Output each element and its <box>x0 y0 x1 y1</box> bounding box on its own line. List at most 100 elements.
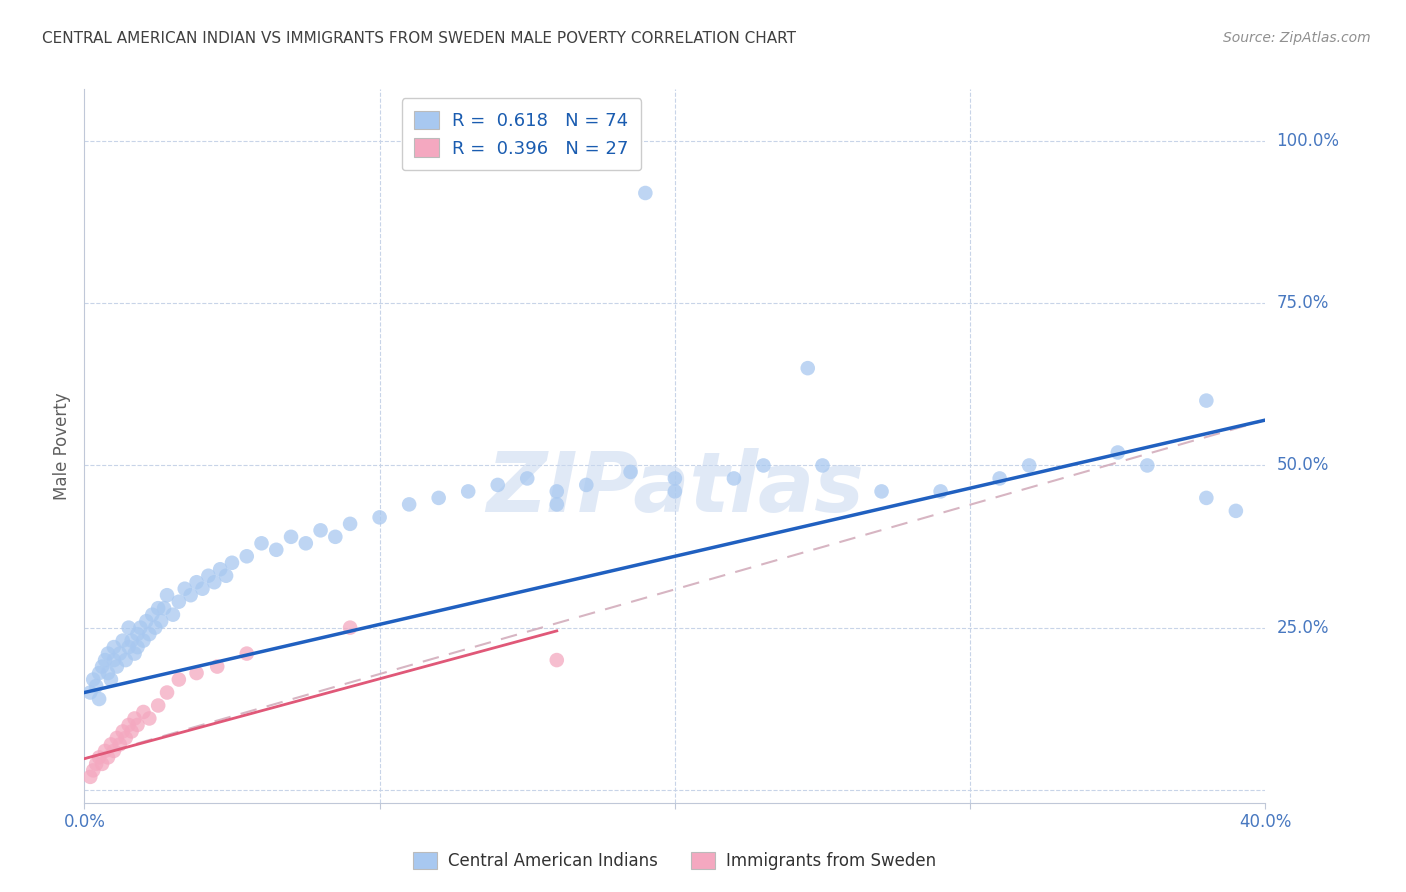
Point <box>167 673 190 687</box>
Point <box>664 471 686 485</box>
Point <box>167 595 190 609</box>
Point <box>148 698 170 713</box>
Point <box>235 549 259 564</box>
Point <box>132 633 155 648</box>
Point <box>94 653 117 667</box>
Point <box>121 724 143 739</box>
Point <box>309 524 332 538</box>
Point <box>264 542 288 557</box>
Point <box>186 666 208 681</box>
Point <box>368 510 391 524</box>
Point <box>1195 393 1218 408</box>
Point <box>100 673 122 687</box>
Point <box>221 556 243 570</box>
Text: 75.0%: 75.0% <box>1277 294 1329 312</box>
Point <box>138 711 160 725</box>
Point <box>87 750 111 764</box>
Point <box>339 621 361 635</box>
Point <box>280 530 302 544</box>
Point <box>546 497 568 511</box>
Legend: Central American Indians, Immigrants from Sweden: Central American Indians, Immigrants fro… <box>406 845 943 877</box>
Text: 25.0%: 25.0% <box>1277 619 1329 637</box>
Point <box>127 718 149 732</box>
Point <box>796 361 818 376</box>
Point <box>91 659 114 673</box>
Point <box>138 627 160 641</box>
Point <box>111 724 134 739</box>
Point <box>486 478 509 492</box>
Point <box>811 458 834 473</box>
Point <box>197 568 219 582</box>
Point <box>191 582 214 596</box>
Point <box>250 536 273 550</box>
Point <box>202 575 225 590</box>
Point <box>111 633 134 648</box>
Point <box>723 471 745 485</box>
Point <box>91 756 114 771</box>
Point <box>87 692 111 706</box>
Point <box>103 640 125 654</box>
Point <box>156 588 179 602</box>
Point <box>516 471 538 485</box>
Point <box>1195 491 1218 505</box>
Text: 100.0%: 100.0% <box>1277 132 1340 150</box>
Point <box>575 478 598 492</box>
Point <box>94 744 117 758</box>
Point <box>427 491 450 505</box>
Point <box>79 770 101 784</box>
Point <box>129 621 152 635</box>
Point <box>132 705 155 719</box>
Point <box>114 731 136 745</box>
Point <box>118 718 141 732</box>
Point <box>457 484 479 499</box>
Point <box>870 484 893 499</box>
Point <box>118 621 141 635</box>
Point <box>84 679 107 693</box>
Point <box>205 659 228 673</box>
Point <box>634 186 657 200</box>
Point <box>295 536 318 550</box>
Text: ZIPatlas: ZIPatlas <box>486 449 863 529</box>
Point <box>118 640 141 654</box>
Point <box>929 484 952 499</box>
Point <box>546 484 568 499</box>
Text: CENTRAL AMERICAN INDIAN VS IMMIGRANTS FROM SWEDEN MALE POVERTY CORRELATION CHART: CENTRAL AMERICAN INDIAN VS IMMIGRANTS FR… <box>42 31 796 46</box>
Point <box>664 484 686 499</box>
Point <box>1107 445 1129 459</box>
Point <box>1136 458 1159 473</box>
Point <box>546 653 568 667</box>
Point <box>103 653 125 667</box>
Point <box>619 465 641 479</box>
Point <box>103 744 125 758</box>
Y-axis label: Male Poverty: Male Poverty <box>53 392 72 500</box>
Point <box>150 614 173 628</box>
Point <box>135 614 157 628</box>
Point <box>143 621 166 635</box>
Point <box>105 731 128 745</box>
Point <box>173 582 195 596</box>
Point <box>114 653 136 667</box>
Point <box>100 738 122 752</box>
Point <box>988 471 1011 485</box>
Point <box>1225 504 1247 518</box>
Text: 50.0%: 50.0% <box>1277 457 1329 475</box>
Point <box>121 633 143 648</box>
Point <box>141 607 163 622</box>
Text: Source: ZipAtlas.com: Source: ZipAtlas.com <box>1223 31 1371 45</box>
Point <box>339 516 361 531</box>
Point <box>127 627 149 641</box>
Point <box>209 562 232 576</box>
Point <box>108 647 131 661</box>
Point <box>186 575 208 590</box>
Point <box>124 711 146 725</box>
Point <box>235 647 259 661</box>
Point <box>82 673 104 687</box>
Point <box>398 497 420 511</box>
Point <box>97 666 120 681</box>
Point <box>108 738 131 752</box>
Point <box>180 588 202 602</box>
Point <box>752 458 775 473</box>
Point <box>127 640 149 654</box>
Point <box>323 530 347 544</box>
Point <box>156 685 179 699</box>
